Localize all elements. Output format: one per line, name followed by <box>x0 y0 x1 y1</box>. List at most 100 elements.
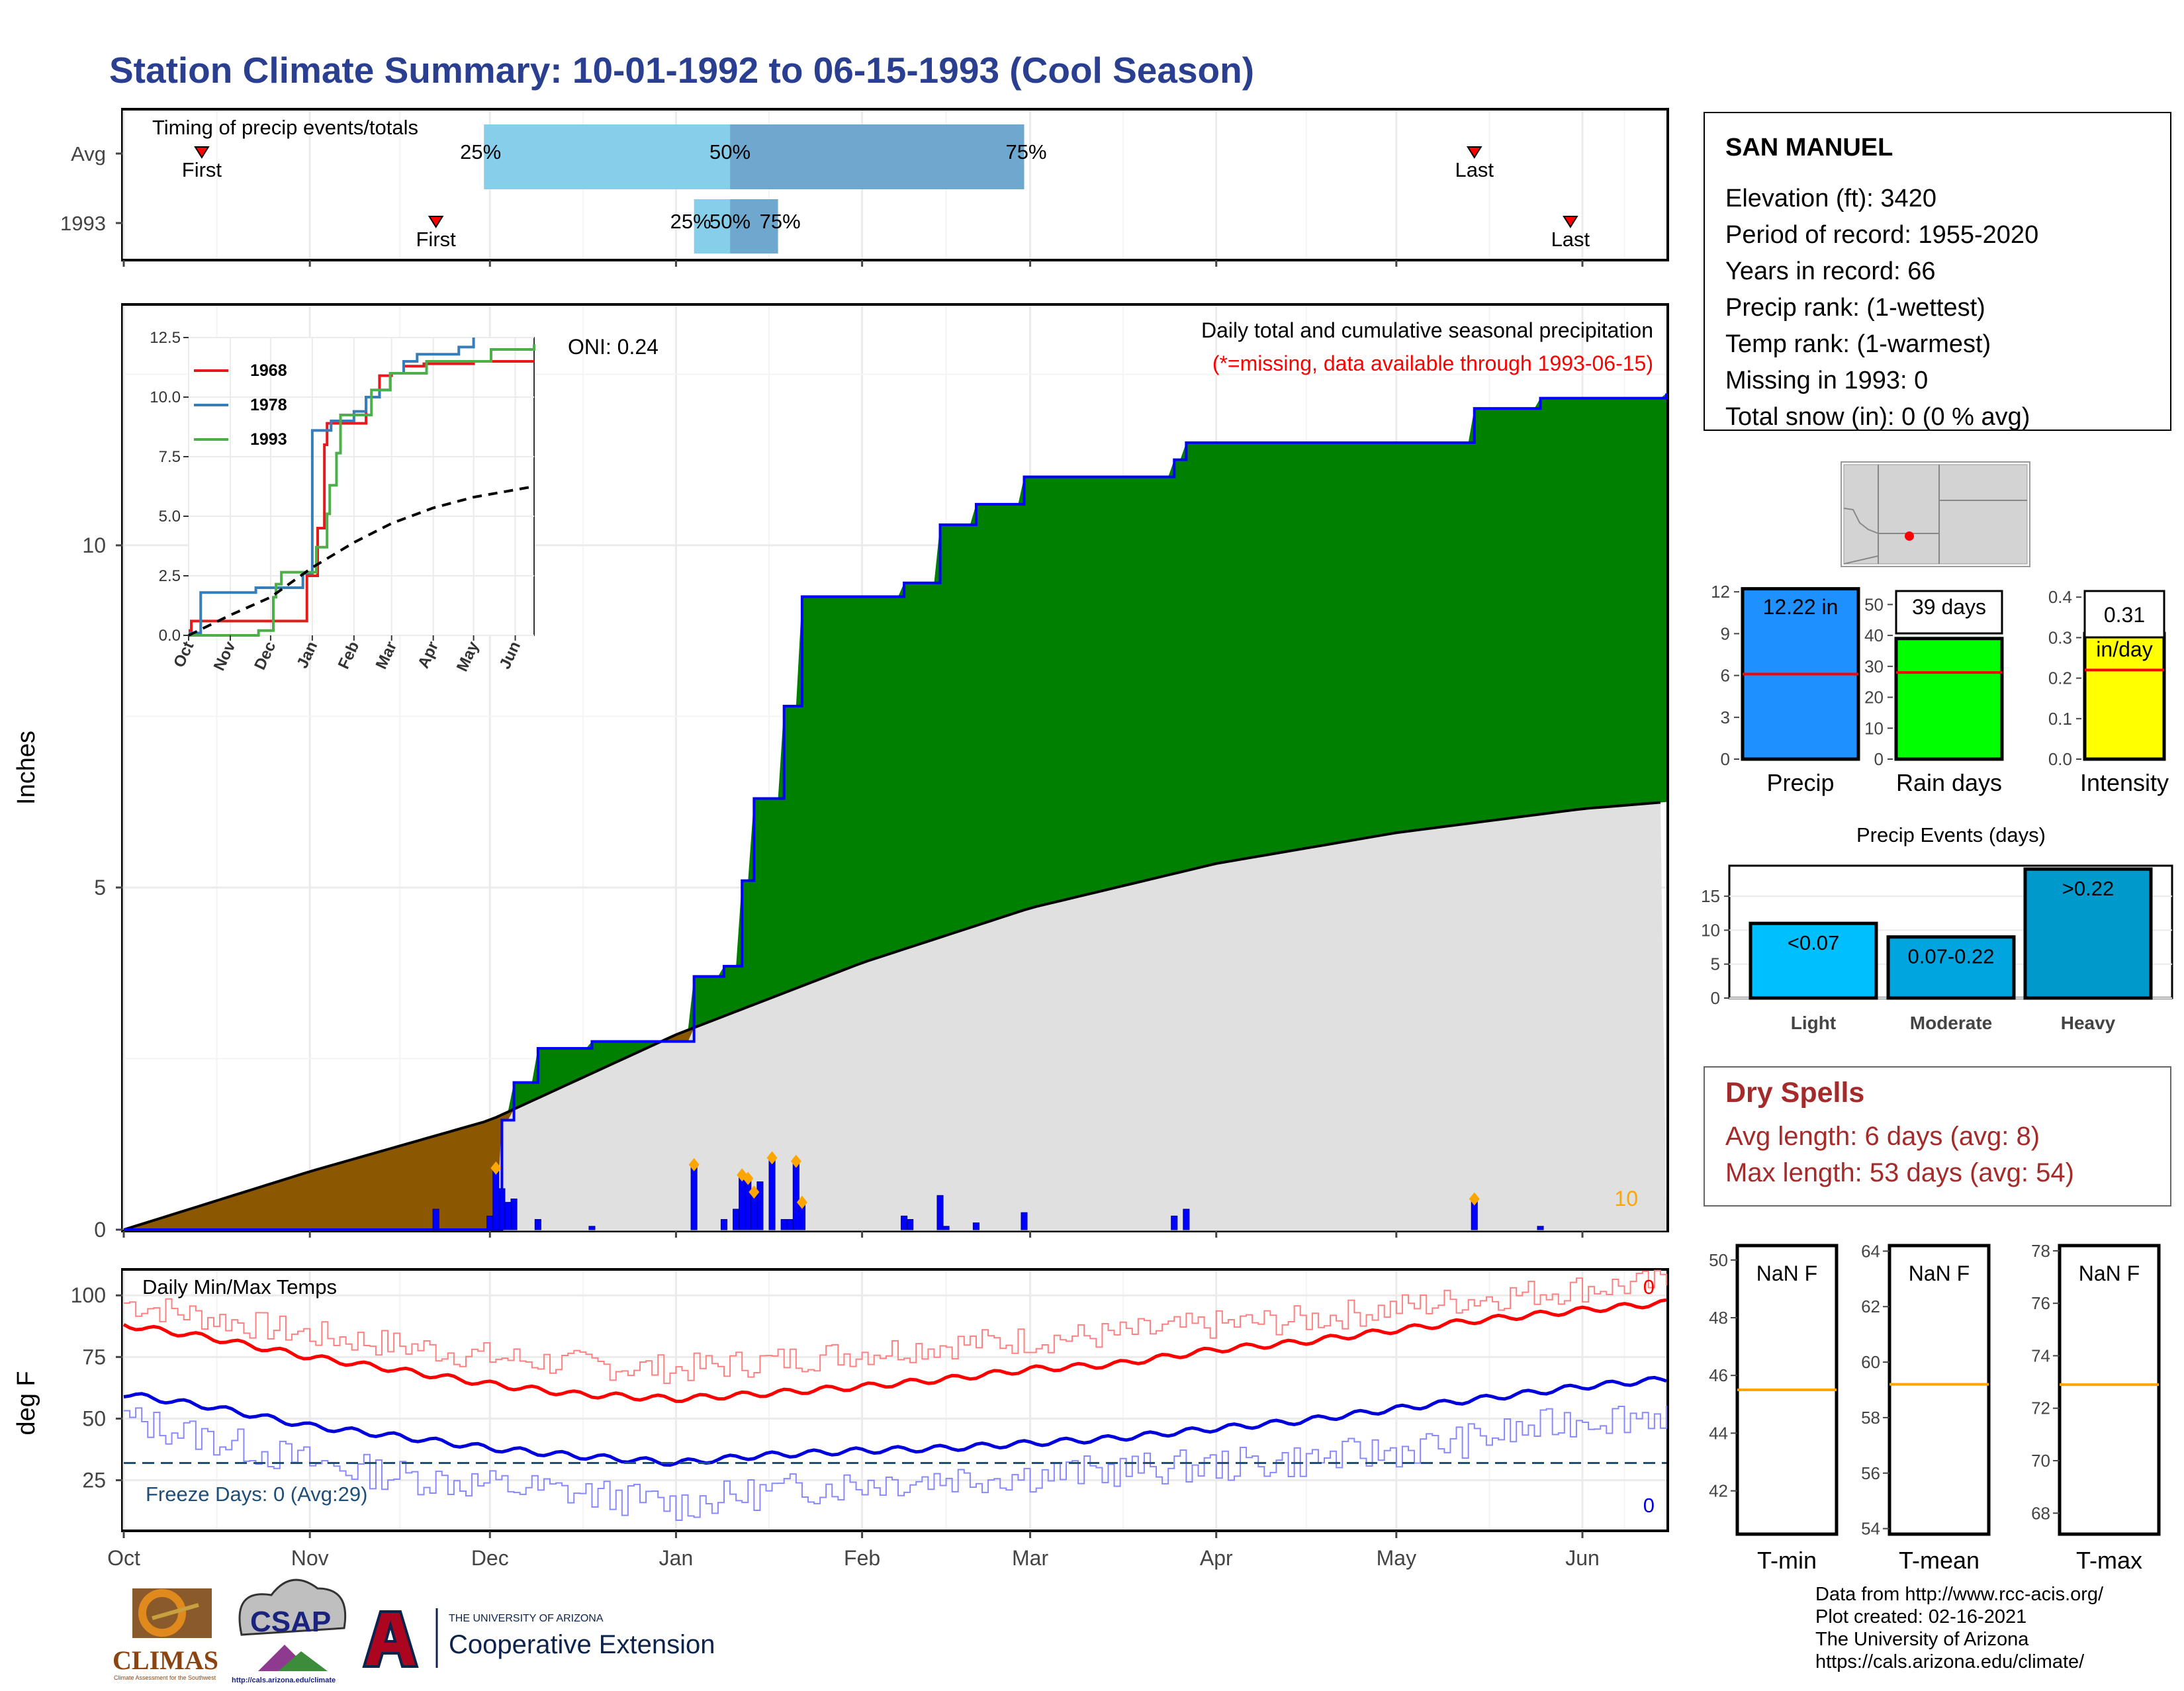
tbox-frame <box>2058 1244 2161 1536</box>
tbox-y-tick-label: 58 <box>1861 1408 1880 1428</box>
total-category-label: Precip <box>1766 769 1834 796</box>
total-category-label: Intensity <box>2080 769 2169 796</box>
event-category-label: Moderate <box>1910 1013 1992 1033</box>
total-value-label: 39 days <box>1912 595 1986 619</box>
total-label-box <box>1895 590 2003 635</box>
daily-precip-bar <box>510 1198 518 1230</box>
footer-credits: Data from http://www.rcc-acis.org/Plot c… <box>1815 1584 2104 1672</box>
tbox-category-label: T-mean <box>1899 1547 1979 1574</box>
oni-label: ONI: 0.24 <box>568 335 659 359</box>
observed-cumulative-line <box>124 393 1668 1231</box>
event-category-label: Heavy <box>2061 1013 2116 1033</box>
inset-series-avg <box>188 485 535 637</box>
timing-bar-50-75 <box>730 124 1024 189</box>
heavy-event-marker <box>766 1151 778 1165</box>
tbox-value-label: NaN F <box>1909 1261 1970 1285</box>
page-title: Station Climate Summary: 10-01-1992 to 0… <box>109 50 1254 91</box>
temp-count-bottom: 0 <box>1643 1494 1655 1517</box>
events-y-tick-label: 15 <box>1701 886 1720 906</box>
total-y-tick-label: 10 <box>1864 718 1884 738</box>
heavy-event-marker <box>749 1185 760 1199</box>
tbox-y-tick-label: 62 <box>1861 1297 1880 1316</box>
average-cumulative-area <box>124 802 1666 1230</box>
tbox-y-tick-label: 42 <box>1709 1481 1728 1501</box>
temp-y-tick-label: 75 <box>82 1345 106 1369</box>
daily-precip-bar <box>907 1218 914 1230</box>
temp-title: Daily Min/Max Temps <box>142 1275 337 1299</box>
inset-legend-label: 1978 <box>250 396 287 414</box>
timing-q50-label: 50% <box>709 140 751 163</box>
csap-url: http://cals.arizona.edu/climate <box>232 1676 336 1684</box>
daily-precip-bar <box>733 1209 740 1230</box>
precip-count: 10 <box>1614 1187 1638 1211</box>
daily-precip-bar <box>756 1181 764 1230</box>
inset-y-tick-label: 10.0 <box>150 388 181 406</box>
precip-subtitle: Daily total and cumulative seasonal prec… <box>1201 318 1653 342</box>
daily-precip-bar <box>498 1188 506 1230</box>
daily-precip-bar <box>1537 1226 1544 1230</box>
daily-precip-bar <box>690 1164 698 1230</box>
dry-spells-avg: Avg length: 6 days (avg: 8) <box>1725 1122 2040 1151</box>
heavy-event-marker <box>688 1158 700 1171</box>
daily-min-temp-line <box>124 1405 1667 1522</box>
map-state-borders <box>1843 465 2027 565</box>
daily-precip-bar <box>1183 1209 1190 1230</box>
station-location-dot <box>1905 531 1914 541</box>
climas-subtitle: Climate Assessment for the Southwest <box>114 1674 216 1681</box>
timing-q75-label: 75% <box>760 210 801 233</box>
timing-q25-label: 25% <box>460 140 501 163</box>
tbox-y-tick-label: 48 <box>1709 1308 1728 1328</box>
daily-precip-bar <box>739 1174 746 1230</box>
last-label: Last <box>1455 158 1494 181</box>
timing-bar-50-75 <box>730 199 778 253</box>
tbox-y-tick-label: 60 <box>1861 1352 1880 1372</box>
map-land <box>1843 464 2028 565</box>
month-label: Dec <box>471 1546 509 1570</box>
month-label: Feb <box>844 1546 880 1570</box>
dry-spells-title: Dry Spells <box>1725 1077 1864 1109</box>
dry-spells-box: Dry Spells Avg length: 6 days (avg: 8) M… <box>1704 1066 2171 1207</box>
daily-precip-bar <box>534 1218 541 1230</box>
first-label: First <box>182 158 222 181</box>
precip-ylabel: Inches <box>13 731 40 805</box>
precip-y-tick-label: 10 <box>82 533 106 557</box>
temp-count-top: 0 <box>1643 1275 1655 1299</box>
inset-frame <box>188 337 535 636</box>
station-detail-line: Years in record: 66 <box>1725 257 1936 285</box>
inset-series-1978 <box>189 338 475 635</box>
event-bar <box>1886 935 2016 1000</box>
timing-q75-label: 75% <box>1005 140 1046 163</box>
event-bar-label: 0.07-0.22 <box>1908 945 1995 968</box>
station-box: SAN MANUEL Elevation (ft): 3420 Period of… <box>1704 112 2171 431</box>
daily-precip-bar <box>720 1218 728 1230</box>
inset-series-1993 <box>189 344 535 637</box>
temp-y-tick-label: 25 <box>82 1469 106 1492</box>
precip-panel: 0 5 10 Inches ONI: 0.24 Daily total and cu… <box>13 303 1669 1242</box>
ua-small-text: THE UNIVERSITY OF ARIZONA <box>449 1613 604 1624</box>
total-y-tick-label: 30 <box>1864 657 1884 676</box>
csap-logo: CSAP http://cals.arizona.edu/climate <box>232 1578 347 1684</box>
timing-row-label: 1993 <box>60 212 106 235</box>
total-bar-1 <box>1894 637 2004 761</box>
events-y-tick-label: 10 <box>1701 920 1720 940</box>
tbox-y-tick-label: 70 <box>2031 1451 2050 1471</box>
total-y-tick-label: 50 <box>1864 594 1884 614</box>
station-details: Elevation (ft): 3420 Period of record: 19… <box>1725 185 2038 431</box>
precip-missing-note: (*=missing, data available through 1993-… <box>1212 351 1653 375</box>
tbox-category-label: T-min <box>1757 1547 1817 1574</box>
heavy-event-marker <box>490 1161 502 1175</box>
event-category-label: Light <box>1791 1013 1836 1033</box>
tbox-y-tick-label: 46 <box>1709 1365 1728 1385</box>
daily-precip-bar <box>780 1218 788 1230</box>
inset-y-tick-label: 7.5 <box>159 448 181 466</box>
total-y-tick-label: 0.1 <box>2048 709 2072 729</box>
ua-big-text: Cooperative Extension <box>449 1630 715 1659</box>
event-bar-label: >0.22 <box>2062 877 2114 900</box>
month-label: Jan <box>659 1546 694 1570</box>
average-cumulative-line <box>123 801 1661 1231</box>
tbox-y-tick-label: 64 <box>1861 1241 1880 1261</box>
heavy-event-marker <box>796 1195 807 1209</box>
total-y-tick-label: 40 <box>1864 625 1884 645</box>
events-y-tick-label: 0 <box>1711 988 1720 1008</box>
